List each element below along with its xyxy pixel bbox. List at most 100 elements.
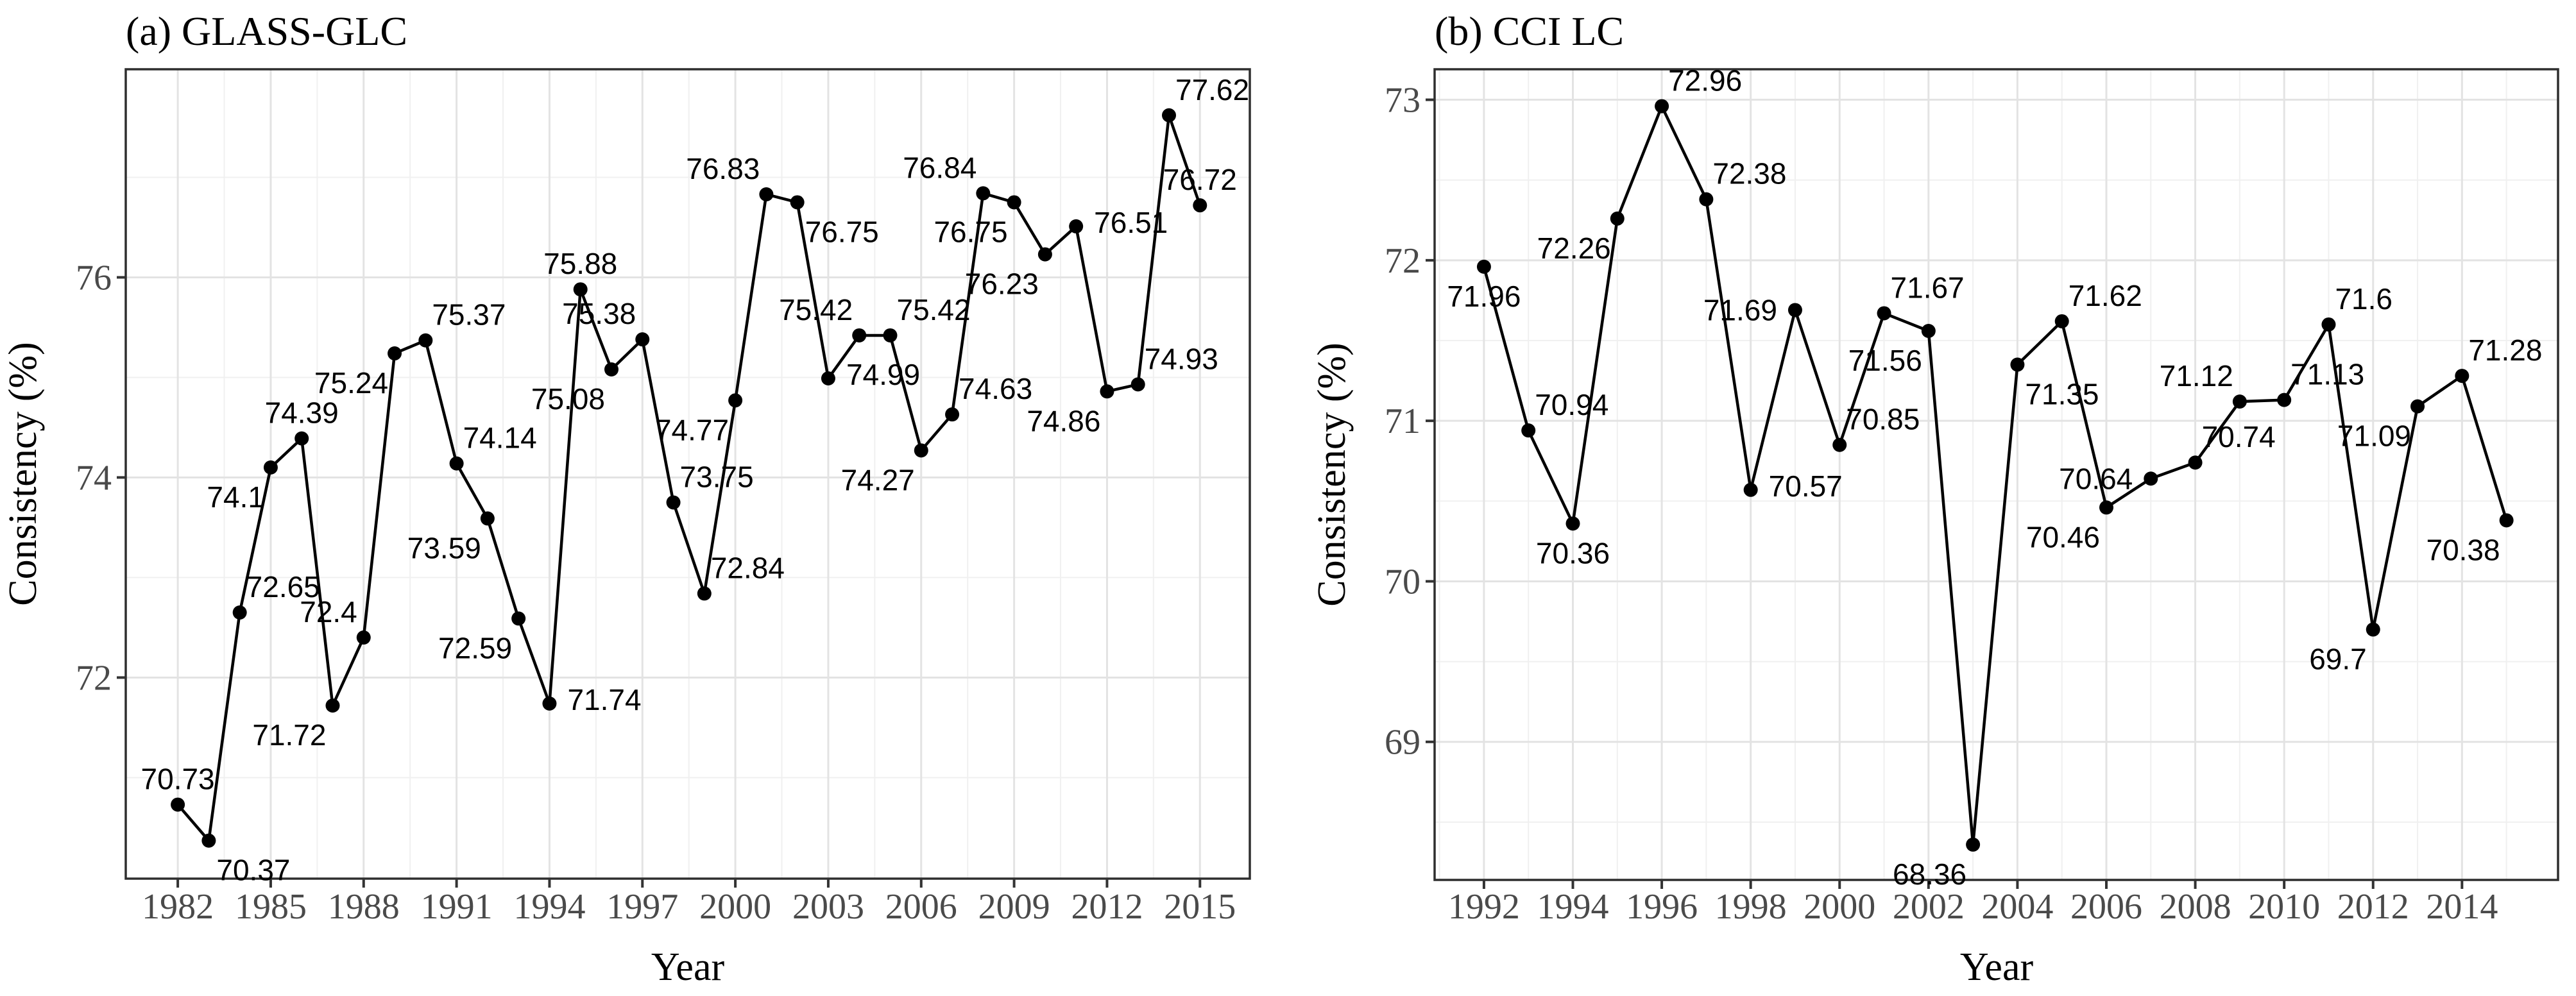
data-point-label: 74.77 xyxy=(655,413,729,446)
x-tick-label: 2004 xyxy=(1981,887,2053,927)
data-point xyxy=(604,362,618,376)
data-point-label: 75.37 xyxy=(432,298,506,332)
data-point-label: 74.63 xyxy=(959,372,1032,405)
data-point xyxy=(511,611,526,626)
y-tick-label: 69 xyxy=(1385,723,1420,763)
data-point-label: 75.38 xyxy=(562,297,636,330)
data-point-label: 70.57 xyxy=(1769,469,1843,503)
data-point-label: 68.36 xyxy=(1893,857,1966,891)
data-point xyxy=(1130,377,1145,392)
data-point-label: 74.27 xyxy=(841,463,915,496)
x-tick-label: 2008 xyxy=(2160,887,2231,927)
panel-border xyxy=(124,68,1251,880)
data-point xyxy=(171,797,185,812)
y-tick-label: 70 xyxy=(1385,562,1420,602)
data-point xyxy=(914,443,928,458)
data-point-label: 76.75 xyxy=(934,215,1007,248)
data-point-label: 71.69 xyxy=(1703,293,1777,326)
data-point xyxy=(1966,837,1981,852)
panel-b-y-axis-title: Consistency (%) xyxy=(1310,342,1354,607)
x-tick-label: 1998 xyxy=(1715,887,1787,927)
data-point-label: 77.62 xyxy=(1175,73,1249,106)
data-point xyxy=(1832,437,1847,452)
data-point xyxy=(2366,622,2380,637)
x-tick-label: 2006 xyxy=(885,887,957,927)
y-tick-label: 72 xyxy=(1385,241,1420,281)
data-point-label: 76.23 xyxy=(965,267,1039,301)
x-tick-label: 1994 xyxy=(1537,887,1608,927)
data-point-label: 72.26 xyxy=(1537,232,1611,265)
data-point-label: 74.1 xyxy=(207,480,264,514)
data-point xyxy=(480,511,495,526)
data-point xyxy=(2010,357,2025,372)
y-tick-label: 74 xyxy=(76,458,112,498)
data-point-label: 72.96 xyxy=(1668,64,1742,97)
data-point-label: 71.6 xyxy=(2335,282,2393,316)
data-point-label: 75.88 xyxy=(543,247,617,280)
data-point-label: 76.51 xyxy=(1094,206,1168,239)
data-point-label: 71.62 xyxy=(2068,279,2142,312)
data-point xyxy=(1037,247,1052,262)
data-line xyxy=(176,114,1202,842)
data-point xyxy=(759,187,774,201)
data-point-label: 71.67 xyxy=(1891,271,1965,304)
data-point xyxy=(2321,317,2336,332)
data-point xyxy=(666,495,681,510)
data-point-label: 70.73 xyxy=(141,763,215,796)
x-tick-label: 2000 xyxy=(1804,887,1875,927)
data-point xyxy=(852,328,867,342)
data-point-label: 72.4 xyxy=(300,595,357,629)
panel-a-chart: 1982 1985 1988 1991 1994 1997 2000 2003 2006 2009… xyxy=(1,8,1251,989)
panel-a-y-axis-title: Consistency (%) xyxy=(1,342,45,606)
data-point-label: 71.12 xyxy=(2160,359,2233,392)
data-point xyxy=(821,371,835,386)
data-point xyxy=(1921,323,1936,338)
data-point-label: 71.74 xyxy=(567,683,641,716)
data-point xyxy=(1161,108,1176,122)
data-point xyxy=(418,333,433,348)
data-point xyxy=(697,586,712,601)
data-point xyxy=(232,605,247,620)
data-point-label: 74.39 xyxy=(265,396,339,430)
data-point-label: 70.64 xyxy=(2059,462,2133,495)
x-tick-label: 1982 xyxy=(142,887,214,927)
data-point xyxy=(294,431,309,446)
data-point xyxy=(635,332,650,347)
data-point xyxy=(2144,471,2158,486)
panel-a-title: (a) GLASS-GLC xyxy=(126,8,407,54)
y-tick-label: 73 xyxy=(1385,81,1420,121)
panel-b-chart: 1992 1994 1996 1998 2000 2002 2004 2006 2008 2010… xyxy=(1310,8,2559,989)
data-point-label: 71.35 xyxy=(2025,378,2099,411)
data-point xyxy=(1699,192,1714,207)
data-point xyxy=(2232,394,2247,409)
data-point-label: 72.59 xyxy=(438,631,512,664)
data-point-label: 73.59 xyxy=(407,531,481,564)
data-point-label: 70.46 xyxy=(2026,520,2100,553)
data-point xyxy=(1100,384,1114,399)
data-point xyxy=(263,460,278,475)
data-point-label: 70.74 xyxy=(2202,420,2276,453)
data-point xyxy=(1193,198,1207,213)
data-point-label: 70.37 xyxy=(216,854,290,887)
data-point xyxy=(883,328,898,342)
x-tick-label: 2012 xyxy=(1071,887,1143,927)
data-point xyxy=(2188,455,2203,470)
data-point xyxy=(1787,303,1802,317)
panel-b-title: (b) CCI LC xyxy=(1435,8,1624,54)
data-point-label: 71.09 xyxy=(2337,419,2411,453)
data-point xyxy=(2277,392,2292,407)
x-tick-label: 1997 xyxy=(606,887,678,927)
plot-area-b: 1992 1994 1996 1998 2000 2002 2004 2006 2008 2010… xyxy=(1385,64,2559,927)
x-tick-label: 2012 xyxy=(2337,887,2409,927)
data-point-label: 76.83 xyxy=(686,152,760,185)
panel-b-x-axis-title: Year xyxy=(1960,945,2034,989)
panel-background xyxy=(126,69,1250,879)
x-tick-label: 1996 xyxy=(1626,887,1698,927)
data-point-label: 75.08 xyxy=(531,382,605,416)
data-point xyxy=(1476,259,1491,274)
data-point xyxy=(976,186,991,201)
data-point-label: 76.72 xyxy=(1163,163,1237,196)
data-point-label: 71.72 xyxy=(252,718,326,752)
x-tick-label: 1992 xyxy=(1448,887,1520,927)
